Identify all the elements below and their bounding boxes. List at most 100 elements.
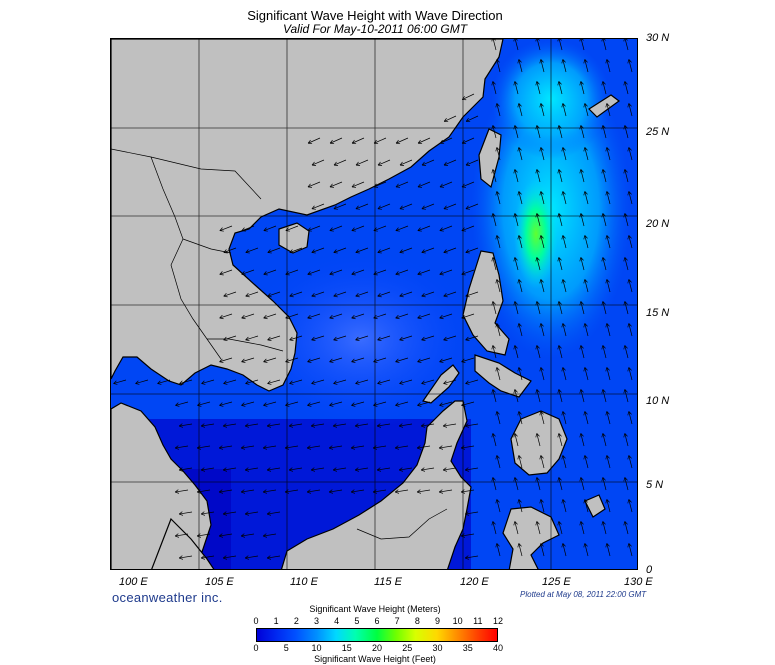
wave-arrow-head xyxy=(399,295,404,298)
wave-arrow-head xyxy=(267,383,272,385)
wave-arrow xyxy=(351,137,365,144)
wave-arrow xyxy=(465,467,479,471)
wave-arrow xyxy=(606,455,611,469)
wave-arrow-head xyxy=(244,511,249,515)
wave-arrow-head xyxy=(513,345,516,350)
wave-arrow xyxy=(602,301,607,315)
wave-arrow-head xyxy=(285,405,290,407)
wave-arrow xyxy=(241,533,255,537)
wave-arrow xyxy=(421,379,435,384)
wave-arrow-head xyxy=(623,477,626,482)
wave-arrow-head xyxy=(289,295,294,298)
wave-arrow xyxy=(492,39,497,51)
wave-arrow-head xyxy=(443,205,447,210)
wave-arrow-head xyxy=(395,447,400,450)
wave-arrow xyxy=(624,257,629,271)
wave-arrow xyxy=(496,103,501,117)
wave-arrow-head xyxy=(557,433,560,438)
colorbar-meter-tick-11: 11 xyxy=(473,616,483,626)
wave-arrow-head xyxy=(263,358,267,362)
wave-arrow-head xyxy=(241,227,245,231)
wave-arrow-head xyxy=(241,230,246,232)
lon-label-105e: 105 E xyxy=(205,576,234,588)
wave-arrow-head xyxy=(562,411,566,415)
wave-arrow-head xyxy=(443,249,447,253)
wave-arrow-head xyxy=(627,235,630,240)
wave-arrow xyxy=(351,357,365,363)
wave-arrow-head xyxy=(605,411,608,416)
wave-arrow-head xyxy=(196,489,201,493)
wave-arrow xyxy=(540,323,545,337)
wave-arrow-head xyxy=(562,147,566,151)
wave-arrow-head xyxy=(351,491,356,494)
wave-arrow xyxy=(496,499,501,513)
wave-arrow-head xyxy=(517,147,520,152)
wave-arrow-head xyxy=(583,191,586,196)
wave-arrow-head xyxy=(267,293,271,297)
wave-arrow-head xyxy=(601,301,604,306)
wave-arrow-head xyxy=(562,103,566,107)
wave-arrow-head xyxy=(311,425,316,428)
wave-arrow-head xyxy=(201,383,206,385)
wave-arrow-head xyxy=(289,425,294,428)
wave-arrow xyxy=(536,433,541,447)
wave-arrow xyxy=(307,137,321,144)
wave-arrow-head xyxy=(373,491,378,494)
wave-arrow xyxy=(399,247,413,253)
wave-arrow-head xyxy=(175,405,180,407)
colorbar-meter-tick-8: 8 xyxy=(414,616,420,626)
wave-arrow xyxy=(606,147,611,161)
wave-arrow-head xyxy=(601,169,604,174)
wave-arrow-head xyxy=(328,489,333,493)
wave-arrow-head xyxy=(557,169,560,174)
wave-arrow-head xyxy=(603,39,606,41)
wave-arrow-head xyxy=(373,358,377,362)
wave-arrow-head xyxy=(439,361,444,363)
wave-arrow xyxy=(267,511,281,515)
wave-arrow-head xyxy=(562,235,566,239)
wave-arrow-head xyxy=(623,213,626,218)
wave-arrow-head xyxy=(333,205,337,210)
wave-arrow xyxy=(540,455,545,469)
wave-arrow-head xyxy=(307,317,312,320)
wave-arrow-head xyxy=(496,455,500,459)
wave-arrow xyxy=(628,323,633,337)
wave-arrow xyxy=(201,555,215,559)
colorbar-feet-tick-0: 0 xyxy=(253,643,259,653)
wave-arrow-head xyxy=(219,405,224,407)
wave-arrow-head xyxy=(465,117,469,122)
wave-arrow-head xyxy=(373,274,378,276)
wave-arrow xyxy=(245,335,259,341)
wave-arrow xyxy=(329,225,343,231)
wave-arrow-head xyxy=(373,139,377,144)
wave-arrow xyxy=(355,335,369,341)
wave-arrow-head xyxy=(157,380,161,384)
wave-arrow-head xyxy=(558,345,562,349)
wave-arrow-head xyxy=(584,367,588,371)
wave-arrow-head xyxy=(535,477,538,482)
wave-arrow xyxy=(197,533,211,537)
wave-arrow-head xyxy=(491,477,494,482)
wave-arrow-head xyxy=(491,39,493,42)
colorbar-meter-tick-3: 3 xyxy=(313,616,319,626)
wave-arrow-head xyxy=(135,380,139,384)
wave-arrow-head xyxy=(540,103,544,107)
wave-arrow-head xyxy=(417,271,421,275)
wave-arrow-head xyxy=(219,491,224,494)
wave-arrow-head xyxy=(465,380,469,384)
map-title: Significant Wave Height with Wave Direct… xyxy=(247,8,503,23)
wave-arrow xyxy=(465,335,479,341)
wave-arrow xyxy=(285,445,299,449)
wave-arrow xyxy=(628,191,633,205)
wave-arrow-head xyxy=(307,230,312,232)
wave-arrow-head xyxy=(307,139,311,144)
wave-arrow-head xyxy=(517,279,520,284)
wave-arrow xyxy=(443,467,457,471)
wave-arrow-head xyxy=(241,274,246,276)
wave-arrow xyxy=(514,345,519,359)
wave-arrow-head xyxy=(601,125,604,130)
wave-arrow xyxy=(518,499,523,513)
wave-arrow xyxy=(311,291,325,297)
wave-arrow xyxy=(307,445,321,449)
wave-arrow-head xyxy=(539,147,542,152)
